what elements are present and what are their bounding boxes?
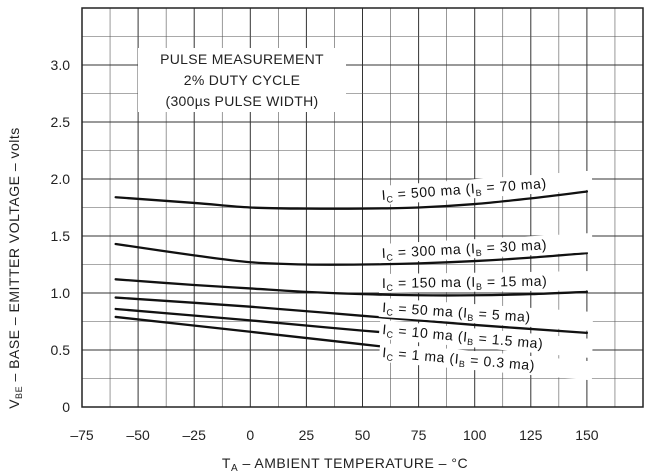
axis-ticks: –75 –50 –25 0 25 50 75 100 125 150 0 0.5 1.0 1.5 2.0 2.… bbox=[51, 57, 599, 443]
x-tick-label: 100 bbox=[463, 427, 487, 443]
curve-label-background bbox=[378, 342, 594, 381]
x-tick-label: 75 bbox=[411, 427, 427, 443]
curve-label-text: IC = 150 ma (IB = 15 ma) bbox=[382, 273, 548, 293]
annotation-line-1: PULSE MEASUREMENT bbox=[160, 51, 324, 67]
x-axis-subscript: A bbox=[231, 463, 238, 474]
x-axis-symbol: T bbox=[222, 455, 231, 471]
x-tick-label: –25 bbox=[183, 427, 207, 443]
curve-label-ic-50: IC = 50 ma (IB = 5 ma) bbox=[378, 297, 594, 331]
x-tick-label: –50 bbox=[126, 427, 150, 443]
y-tick-label: 2.5 bbox=[51, 114, 71, 130]
curve-label-ic-300: IC = 300 ma (IB = 30 ma) bbox=[378, 232, 593, 264]
annotation-background bbox=[138, 48, 346, 112]
curve-labels: IC = 500 ma (IB = 70 ma) IC = 300 ma (IB … bbox=[377, 170, 594, 381]
y-axis-symbol: V bbox=[6, 399, 22, 409]
curve-label-text: IC = 50 ma (IB = 5 ma) bbox=[382, 299, 532, 327]
y-tick-label: 2.0 bbox=[51, 171, 71, 187]
x-tick-label: 25 bbox=[299, 427, 315, 443]
annotation-line-3: (300µs PULSE WIDTH) bbox=[165, 93, 318, 109]
x-axis-title-text: – AMBIENT TEMPERATURE – °C bbox=[238, 455, 468, 471]
annotation-line-2: 2% DUTY CYCLE bbox=[184, 72, 300, 88]
y-tick-label: 0 bbox=[62, 399, 70, 415]
curve-label-text: IC = 500 ma (IB = 70 ma) bbox=[381, 175, 547, 205]
curve-label-text: IC = 1 ma (IB = 0.3 ma) bbox=[382, 344, 536, 375]
plot-frame bbox=[81, 7, 644, 408]
y-axis-subscript: BE bbox=[14, 386, 24, 399]
series-line-ic-500 bbox=[114, 190, 589, 210]
x-tick-label: 150 bbox=[575, 427, 599, 443]
x-axis-title: TA – AMBIENT TEMPERATURE – °C bbox=[222, 455, 468, 474]
curve-label-ic-10: IC = 10 ma (IB = 1.5 ma) bbox=[378, 319, 594, 359]
annotation: PULSE MEASUREMENT 2% DUTY CYCLE (300µs P… bbox=[138, 48, 346, 112]
curve-label-ic-500: IC = 500 ma (IB = 70 ma) bbox=[377, 170, 593, 206]
y-tick-label: 0.5 bbox=[51, 342, 71, 358]
curve-label-text: IC = 300 ma (IB = 30 ma) bbox=[381, 236, 547, 263]
x-tick-label: 50 bbox=[355, 427, 371, 443]
y-axis-title: VBE – BASE – EMITTER VOLTAGE – volts bbox=[6, 127, 24, 409]
curve-label-ic-150: IC = 150 ma (IB = 15 ma) bbox=[378, 271, 594, 294]
curve-label-background bbox=[378, 271, 594, 294]
curve-label-ic-1: IC = 1 ma (IB = 0.3 ma) bbox=[378, 342, 594, 381]
curve-label-background bbox=[377, 170, 593, 206]
curve-label-text: IC = 10 ma (IB = 1.5 ma) bbox=[382, 321, 545, 354]
series-line-ic-50 bbox=[114, 296, 589, 335]
series-line-ic-300 bbox=[114, 242, 589, 266]
x-tick-label: 0 bbox=[246, 427, 254, 443]
y-tick-label: 1.5 bbox=[51, 228, 71, 244]
curve-label-background bbox=[378, 319, 594, 359]
y-tick-label: 3.0 bbox=[51, 57, 71, 73]
x-tick-label: 125 bbox=[519, 427, 543, 443]
y-tick-label: 1.0 bbox=[51, 285, 71, 301]
y-axis-title-text: – BASE – EMITTER VOLTAGE – volts bbox=[6, 127, 22, 386]
curve-label-background bbox=[378, 297, 594, 331]
x-tick-label: –75 bbox=[70, 427, 94, 443]
series-line-ic-150 bbox=[114, 278, 589, 297]
curve-label-background bbox=[378, 232, 593, 264]
